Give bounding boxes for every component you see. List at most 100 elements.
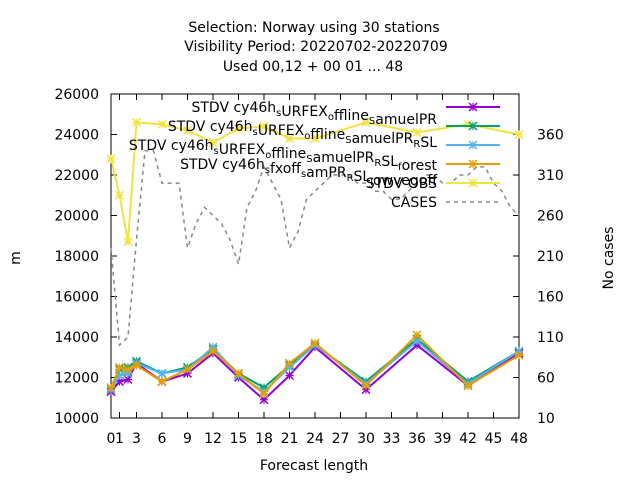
data-point-cross (285, 359, 294, 368)
legend-text-part: URFEX (281, 104, 328, 120)
y-tick-label: 22000 (54, 168, 99, 184)
series-4 (106, 117, 524, 247)
data-point-cross (107, 383, 115, 392)
legend-label: CASES (391, 195, 437, 211)
axis-ticks: 10000 12000 14000 16000 18000 20000 22000 24000… (54, 87, 563, 447)
x-tick-label: 0 (107, 431, 116, 447)
x-tick-label: 12 (204, 431, 222, 447)
legend-subscript: f (398, 162, 402, 173)
y2-tick-label: 60 (537, 371, 555, 387)
legend-subscript: o (328, 112, 334, 123)
x-tick-label: 21 (281, 431, 299, 447)
x-tick-label: 42 (459, 431, 477, 447)
legend-label: STDV cy46hsfxoffsamPRRSLlowvegoff (180, 157, 437, 189)
data-point-cross (362, 381, 370, 390)
legend-text-part: URFEX (219, 142, 266, 158)
legend-text-part: orest (402, 158, 438, 174)
data-point-cross (132, 361, 141, 370)
y-tick-label: 24000 (54, 128, 99, 144)
legend-text-part: URFEX (258, 123, 305, 139)
data-point-cross (362, 118, 370, 127)
x-tick-label: 36 (408, 431, 426, 447)
x-axis-label: Forecast length (260, 458, 368, 474)
data-point-cross (115, 363, 124, 372)
data-point-cross (209, 347, 217, 356)
chart-title: Selection: Norway using 30 stations Visi… (184, 20, 448, 75)
data-point-cross (311, 339, 319, 348)
legend-subscript: R (347, 173, 354, 184)
legend-text-part: SL (381, 154, 398, 170)
data-point-cross (132, 118, 141, 127)
legend-subscript: s (253, 127, 258, 138)
data-point-cross (515, 130, 523, 139)
series-line (110, 149, 520, 347)
y-tick-label: 20000 (54, 209, 99, 225)
y2-tick-label: 360 (537, 128, 564, 144)
legend-text-part: owvegoff (373, 173, 437, 189)
x-tick-label: 3 (132, 431, 141, 447)
data-point-cross (158, 369, 166, 378)
data-point-cross (413, 128, 421, 137)
data-point-cross (260, 122, 268, 131)
y-tick-label: 12000 (54, 371, 99, 387)
legend-text-part: STDV cy46h (180, 157, 265, 173)
legend-text-part: STDV cy46h (168, 119, 253, 135)
x-tick-label: 30 (357, 431, 375, 447)
data-point-cross (515, 351, 523, 360)
legend-marker-cross (469, 179, 477, 187)
data-point-cross (234, 124, 243, 133)
data-point-cross (413, 330, 421, 339)
series-5 (110, 149, 520, 347)
y2-tick-label: 160 (537, 290, 564, 306)
x-tick-label: 6 (158, 431, 167, 447)
chart-title-line-1: Selection: Norway using 30 stations (188, 20, 439, 36)
legend-marker-cross (469, 103, 477, 111)
y-tick-label: 14000 (54, 330, 99, 346)
y-tick-label: 18000 (54, 249, 99, 265)
y-tick-label: 26000 (54, 87, 99, 103)
chart-title-line-2: Visibility Period: 20220702-20220709 (184, 39, 448, 55)
legend-label: STDV cy46hsURFEXofflineSamuelPRRSLforest (129, 138, 438, 174)
x-tick-label: 1 (115, 431, 124, 447)
data-point-cross (464, 381, 472, 390)
x-tick-label: 27 (332, 431, 350, 447)
x-tick-label: 45 (485, 431, 503, 447)
data-point-cross (209, 138, 217, 147)
legend-text-part: STDV cy46h (191, 100, 276, 116)
x-tick-label: 9 (183, 431, 192, 447)
data-point-cross (311, 134, 319, 143)
legend-text-part: CASES (391, 195, 437, 211)
legend-text-part: ffline (271, 146, 306, 162)
y2-tick-label: 10 (537, 411, 555, 427)
legend-text-part: ffline (310, 127, 345, 143)
legend-label: STDV OBS (366, 176, 437, 192)
legend-text-part: SL (354, 169, 371, 185)
x-tick-label: 33 (383, 431, 401, 447)
legend-subscript: o (265, 150, 271, 161)
legend-subscript: s (276, 108, 281, 119)
legend-subscript: S (369, 116, 375, 127)
data-point-cross (124, 365, 132, 374)
data-point-cross (158, 377, 166, 386)
legend-subscript: o (304, 131, 310, 142)
data-point-cross (285, 371, 294, 380)
legend-text-part: amuelPR (313, 150, 375, 166)
data-point-cross (260, 389, 268, 398)
data-point-cross (285, 134, 294, 143)
legend-text-part: ffline (334, 108, 369, 124)
legend-text-part: amuelPR (375, 112, 437, 128)
series-layer (106, 117, 524, 405)
legend-marker-cross (469, 141, 477, 149)
chart-title-line-3: Used 00,12 + 00 01 ... 48 (223, 59, 403, 75)
y2-tick-label: 310 (537, 168, 564, 184)
legend-subscript: s (214, 146, 219, 157)
legend-text-part: amPR (306, 165, 347, 181)
legend-marker-cross (469, 160, 477, 168)
legend-subscript: s (301, 169, 306, 180)
y2-axis-label: No cases (601, 227, 617, 290)
legend-text-part: fxoff (270, 161, 301, 177)
legend-subscript: l (370, 177, 373, 188)
legend-subscript: R (374, 158, 381, 169)
